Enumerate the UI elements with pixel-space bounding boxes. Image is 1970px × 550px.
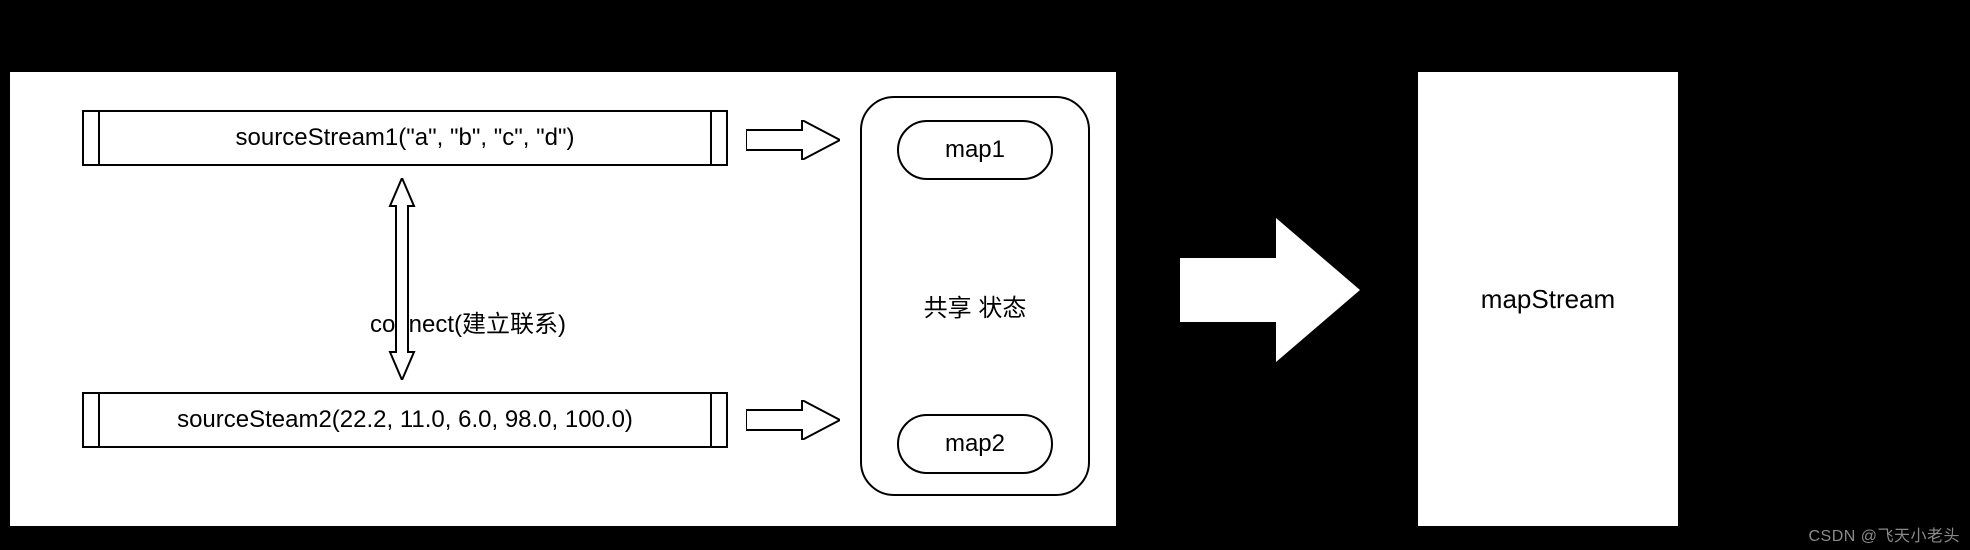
map1-label: map1 [945,136,1005,164]
source-stream-1-label: sourceStream1("a", "b", "c", "d") [236,124,575,152]
source-stream-2-label: sourceSteam2(22.2, 11.0, 6.0, 98.0, 100.… [177,406,633,434]
map2-label: map2 [945,430,1005,458]
diagram-title: connected [0,22,1130,54]
map-container: map1 共享 状态 map2 [860,96,1090,496]
connect-double-arrow-icon [384,178,420,380]
shared-state-label: 共享 状态 [862,288,1088,323]
arrow-stream2-to-map-icon [746,400,840,440]
source-stream-2-bar: sourceSteam2(22.2, 11.0, 6.0, 98.0, 100.… [82,392,728,448]
map2-pill: map2 [897,414,1053,474]
connect-label: connect(建立联系) [318,304,618,339]
map1-pill: map1 [897,120,1053,180]
source-stream-1-bar: sourceStream1("a", "b", "c", "d") [82,110,728,166]
arrow-stream1-to-map-icon [746,120,840,160]
map-stream-box: mapStream [1416,70,1680,528]
big-arrow-icon [1180,210,1360,370]
watermark-text: CSDN @飞天小老头 [1808,522,1960,546]
map-stream-label: mapStream [1481,284,1615,315]
